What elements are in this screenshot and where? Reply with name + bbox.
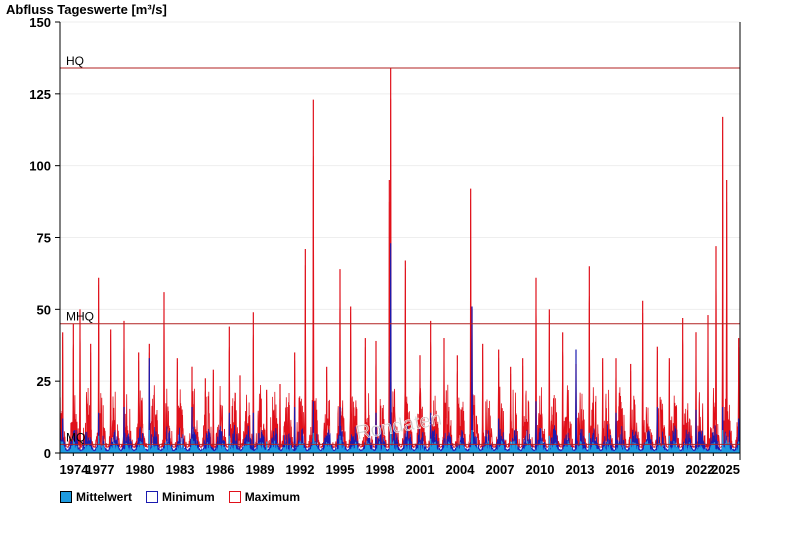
legend-item-mittelwert: Mittelwert — [60, 490, 132, 504]
x-tick-label: 1983 — [166, 462, 195, 477]
legend-item-maximum: Maximum — [228, 490, 301, 504]
grid-layer — [60, 21, 740, 382]
reference-lines-layer: HQ MHQ MQ — [60, 54, 740, 445]
x-tick-label: 1989 — [246, 462, 275, 477]
x-tick-label: 1986 — [206, 462, 235, 477]
y-tick-label: 100 — [29, 159, 51, 174]
x-tick-label: 2001 — [406, 462, 435, 477]
legend-swatch-minimum — [146, 491, 159, 503]
chart-title: Abfluss Tageswerte [m³/s] — [6, 2, 167, 17]
x-tick-label: 2019 — [646, 462, 675, 477]
mittelwert-series-line — [59, 429, 741, 454]
x-tick-label: 2016 — [606, 462, 635, 477]
minimum-series-line — [59, 259, 741, 454]
x-tick-label: 2010 — [526, 462, 555, 477]
minimum-series-layer — [59, 243, 741, 454]
legend-swatch-maximum — [228, 491, 241, 503]
maximum-series-layer — [59, 67, 741, 454]
x-tick-label: 1974 — [60, 462, 90, 477]
x-tick-label: 1980 — [126, 462, 155, 477]
legend-label-mittelwert: Mittelwert — [76, 490, 133, 504]
y-tick-label: 50 — [37, 302, 51, 317]
y-tick-label: 25 — [37, 374, 51, 389]
reference-label-hq: HQ — [66, 54, 84, 68]
x-tick-label: 1977 — [86, 462, 115, 477]
legend-label-maximum: Maximum — [244, 490, 301, 504]
x-tick-label: 2007 — [486, 462, 515, 477]
x-tick-label: 2013 — [566, 462, 595, 477]
x-tick-label: 1998 — [366, 462, 395, 477]
x-tick-label: 1995 — [326, 462, 355, 477]
x-tick-label: 2004 — [446, 462, 476, 477]
reference-label-mhq: MHQ — [66, 310, 94, 324]
legend: Mittelwert Minimum Maximum — [60, 490, 300, 504]
y-tick-label: 150 — [29, 15, 51, 30]
x-tick-label: 2025 — [711, 462, 740, 477]
legend-swatch-mittelwert — [60, 491, 72, 503]
reference-label-mq: MQ — [66, 430, 85, 444]
y-tick-label: 0 — [44, 446, 51, 461]
maximum-series-line — [59, 98, 741, 454]
y-tick-label: 125 — [29, 87, 51, 102]
mittelwert-series-layer — [59, 427, 741, 454]
legend-label-minimum: Minimum — [162, 490, 215, 504]
legend-item-minimum: Minimum — [146, 490, 215, 504]
y-tick-label: 75 — [37, 231, 51, 246]
x-tick-label: 2022 — [686, 462, 715, 477]
x-tick-label: 1992 — [286, 462, 315, 477]
